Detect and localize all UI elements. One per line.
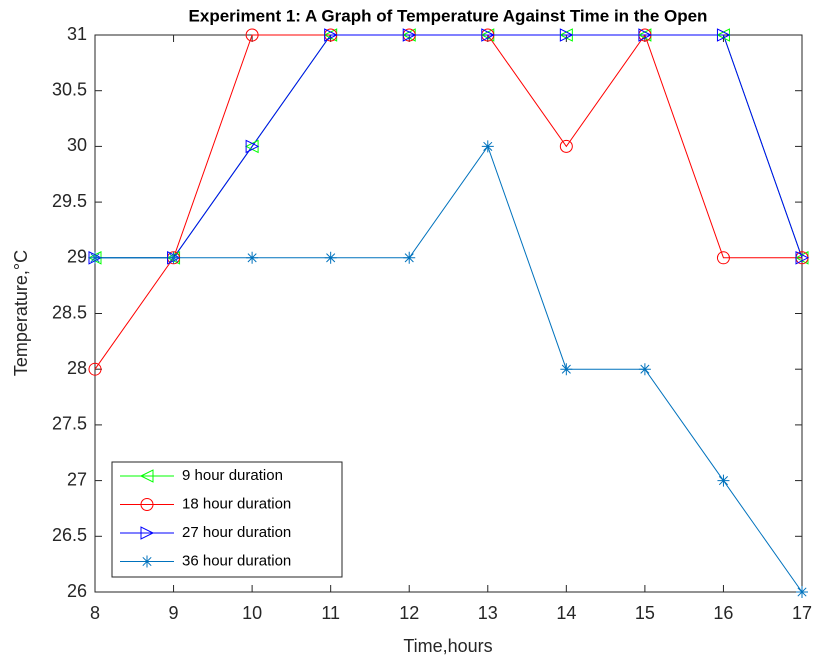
marker [716, 28, 731, 42]
legend-marker [141, 555, 153, 568]
y-tick-label: 31 [67, 24, 87, 44]
y-axis-label: Temperature,°C [11, 250, 31, 376]
marker [559, 28, 574, 42]
y-tick-label: 26.5 [52, 525, 87, 545]
marker [89, 251, 101, 264]
marker [638, 363, 651, 376]
marker [481, 140, 494, 153]
y-tick-label: 29.5 [52, 191, 87, 211]
marker [88, 362, 102, 376]
marker [324, 251, 337, 264]
marker [481, 28, 495, 42]
legend: 9 hour duration 18 hour duration 27 hour d… [111, 461, 343, 578]
marker [246, 251, 259, 264]
x-tick-label: 10 [242, 603, 262, 623]
chart-title: Experiment 1: A Graph of Temperature Aga… [189, 6, 708, 25]
marker [167, 251, 180, 264]
x-tick-label: 11 [321, 603, 340, 623]
x-tick-label: 8 [90, 603, 100, 623]
legend-marker [140, 498, 154, 511]
x-tick-label: 15 [635, 603, 655, 623]
marker [403, 251, 416, 264]
marker [795, 250, 810, 265]
y-tick-label: 27.5 [52, 414, 87, 434]
x-tick-label: 12 [399, 603, 419, 623]
legend-label: 36 hour duration [182, 552, 291, 569]
x-tick-label: 17 [792, 603, 812, 623]
x-tick-label: 14 [556, 603, 576, 623]
marker [560, 363, 573, 376]
y-tick-label: 27 [67, 469, 87, 489]
y-tick-label: 26 [67, 581, 87, 601]
legend-label: 18 hour duration [182, 495, 291, 512]
marker [402, 28, 417, 42]
marker [324, 28, 338, 42]
marker [245, 28, 259, 42]
y-tick-label: 30 [67, 135, 87, 155]
series-line [95, 34, 803, 259]
series-line [95, 145, 803, 593]
marker [717, 474, 730, 487]
y-tick-label: 29 [67, 247, 87, 267]
x-axis-label: Time,hours [403, 636, 492, 656]
legend-marker [139, 469, 154, 483]
marker [245, 139, 260, 154]
legend-marker [140, 526, 155, 540]
legend-label: 27 hour duration [182, 524, 291, 541]
y-tick-label: 28.5 [52, 302, 87, 322]
marker [559, 139, 573, 153]
marker [796, 586, 808, 598]
x-tick-label: 13 [478, 603, 498, 623]
x-tick-label: 9 [169, 603, 179, 623]
y-tick-label: 28 [67, 358, 87, 378]
marker [716, 251, 730, 265]
marker [638, 28, 653, 42]
x-tick-label: 16 [713, 603, 733, 623]
legend-label: 9 hour duration [182, 467, 283, 484]
y-tick-label: 30.5 [52, 79, 87, 99]
